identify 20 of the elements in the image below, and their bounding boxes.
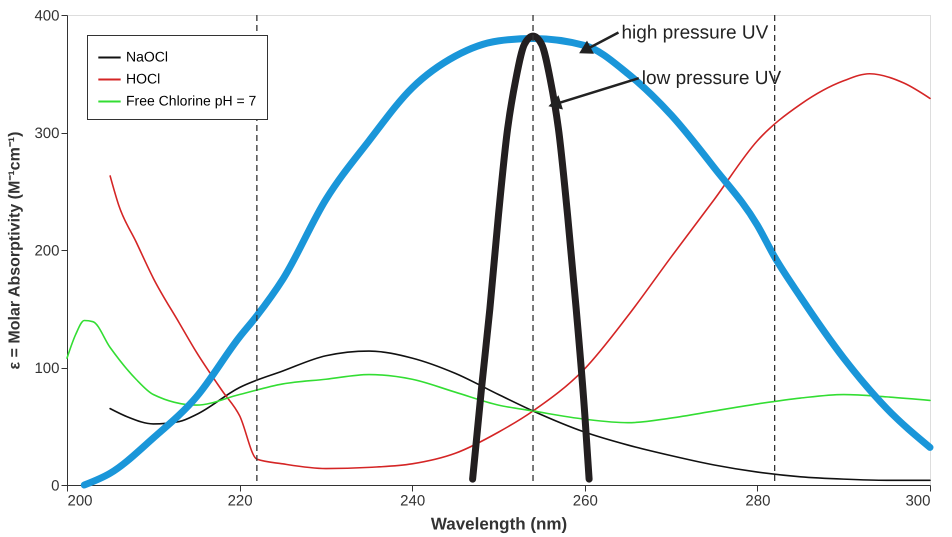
x-tick-label: 200: [68, 492, 93, 510]
x-axis-title: Wavelength (nm): [430, 514, 568, 534]
legend-label: HOCl: [126, 70, 160, 86]
line-series: [109, 350, 931, 482]
annotation: low pressure UV: [642, 68, 782, 90]
y-axis-title: ε = Molar Absorptivity (M⁻¹cm⁻¹): [6, 132, 24, 370]
x-tick-label: 300: [905, 492, 930, 510]
y-tick-label: 0: [51, 478, 60, 494]
y-tick-label: 400: [34, 8, 60, 24]
line-series: [66, 320, 931, 424]
x-tick-label: 220: [228, 492, 253, 510]
y-tick-label: 300: [34, 125, 60, 142]
legend-label: Free Chlorine pH = 7: [126, 92, 257, 108]
annotation: high pressure UV: [621, 22, 769, 44]
y-tick-label: 100: [34, 360, 60, 377]
x-tick-label: 260: [572, 492, 598, 510]
x-tick-label: 280: [745, 492, 770, 510]
x-tick-label: 240: [400, 492, 426, 510]
y-tick-label: 200: [34, 242, 60, 260]
legend-label: NaOCl: [126, 48, 168, 64]
